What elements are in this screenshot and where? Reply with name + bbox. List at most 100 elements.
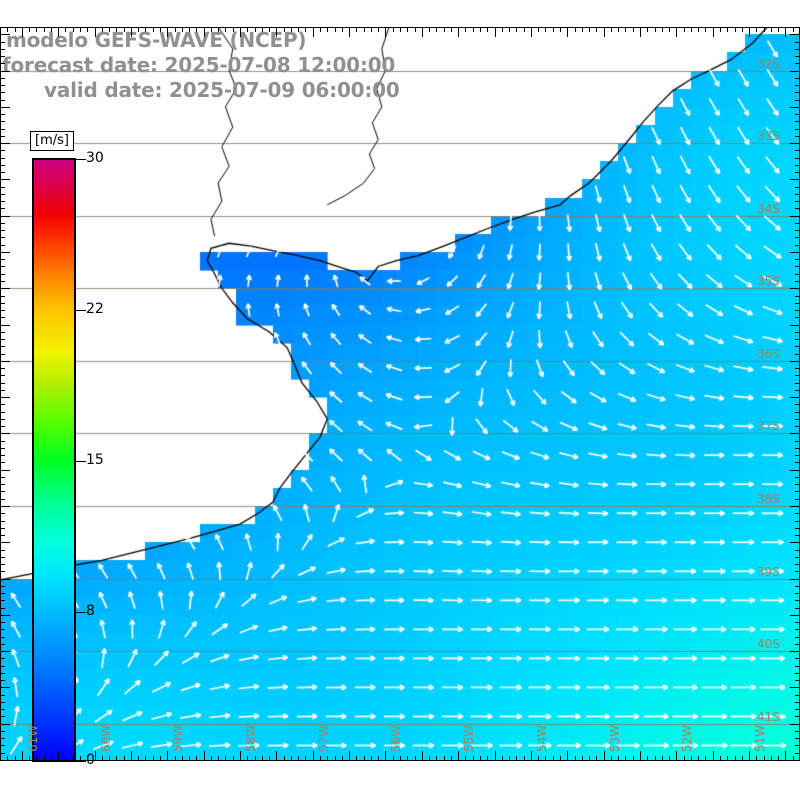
lat-tick-left <box>0 107 10 108</box>
lon-tick-top <box>495 27 496 37</box>
lat-tick-left <box>0 397 10 398</box>
lon-tick-bottom <box>36 756 37 761</box>
lat-tick-right <box>795 259 800 260</box>
lat-label-41S: 41S <box>757 709 780 724</box>
lon-tick-top <box>742 27 743 32</box>
map-plot-area <box>0 27 800 760</box>
lon-tick-bottom <box>0 756 1 761</box>
lat-tick-left <box>0 564 5 565</box>
lon-tick-bottom <box>662 756 663 761</box>
colorbar-tick-30 <box>76 159 86 160</box>
lat-tick-left <box>0 259 5 260</box>
lat-tick-right <box>795 223 800 224</box>
lat-tick-left <box>0 550 5 551</box>
lon-tick-bottom <box>131 751 132 761</box>
lat-tick-right <box>795 455 800 456</box>
lat-tick-left <box>0 78 5 79</box>
lon-tick-top <box>575 27 576 32</box>
colorbar-label-8: 8 <box>86 603 95 619</box>
lat-tick-right <box>795 332 800 333</box>
lon-tick-bottom <box>444 756 445 761</box>
lon-tick-bottom <box>785 751 786 761</box>
lon-tick-bottom <box>691 756 692 761</box>
lon-label-57W: 57W <box>316 724 331 752</box>
lon-tick-bottom <box>487 756 488 761</box>
lon-tick-top <box>538 27 539 32</box>
lat-tick-left <box>0 506 10 507</box>
lat-tick-left <box>0 375 5 376</box>
lon-tick-top <box>29 27 30 32</box>
lat-label-35S: 35S <box>757 274 780 289</box>
lon-tick-bottom <box>87 756 88 761</box>
lon-tick-top <box>524 27 525 32</box>
lon-tick-top <box>596 27 597 32</box>
lat-tick-right <box>795 121 800 122</box>
lat-tick-right <box>795 477 800 478</box>
lat-tick-left <box>0 557 5 558</box>
lat-tick-right <box>795 390 800 391</box>
lon-tick-top <box>625 27 626 32</box>
lat-tick-left <box>0 296 5 297</box>
lat-tick-left <box>0 288 10 289</box>
lat-tick-left <box>0 753 5 754</box>
lat-tick-right <box>795 230 800 231</box>
lon-tick-top <box>327 27 328 32</box>
lat-tick-left <box>0 477 5 478</box>
lon-tick-bottom <box>269 756 270 761</box>
lat-tick-left <box>0 281 5 282</box>
lon-tick-top <box>691 27 692 32</box>
lon-tick-bottom <box>793 756 794 761</box>
lat-tick-left <box>0 731 5 732</box>
lat-tick-left <box>0 310 5 311</box>
lat-tick-left <box>0 499 5 500</box>
lat-tick-left <box>0 433 10 434</box>
lon-tick-top <box>429 27 430 32</box>
lat-tick-right <box>795 158 800 159</box>
lat-tick-left <box>0 216 10 217</box>
lat-tick-right <box>795 521 800 522</box>
lat-tick-right <box>795 274 800 275</box>
wind-field-canvas <box>0 27 800 760</box>
lon-tick-bottom <box>640 751 641 761</box>
lat-tick-right <box>795 745 800 746</box>
lon-tick-top <box>640 27 641 37</box>
lon-tick-top <box>502 27 503 32</box>
colorbar-unit-label: [m/s] <box>30 131 74 151</box>
lon-tick-top <box>458 27 459 37</box>
lat-tick-right <box>790 760 800 761</box>
lat-tick-left <box>0 673 5 674</box>
lat-tick-right <box>795 695 800 696</box>
colorbar-label-22: 22 <box>86 301 104 317</box>
lat-tick-left <box>0 651 10 652</box>
lon-tick-top <box>749 27 750 37</box>
lon-tick-bottom <box>102 756 103 761</box>
lon-tick-top <box>167 27 168 37</box>
lon-tick-top <box>0 27 1 32</box>
lon-tick-bottom <box>771 756 772 761</box>
lat-tick-left <box>0 716 5 717</box>
lon-tick-top <box>465 27 466 32</box>
lat-tick-left <box>0 121 5 122</box>
lat-tick-right <box>790 433 800 434</box>
lon-tick-top <box>385 27 386 37</box>
axis-left <box>0 27 1 761</box>
lat-tick-left <box>0 390 5 391</box>
lon-tick-top <box>36 27 37 32</box>
lon-label-60W: 60W <box>98 724 113 752</box>
lat-tick-left <box>0 738 5 739</box>
lat-tick-right <box>795 753 800 754</box>
lon-tick-top <box>189 27 190 32</box>
lon-tick-bottom <box>15 756 16 761</box>
lon-tick-top <box>582 27 583 32</box>
lon-tick-bottom <box>116 756 117 761</box>
lon-tick-bottom <box>284 756 285 761</box>
lon-tick-top <box>262 27 263 32</box>
lat-tick-right <box>795 593 800 594</box>
lat-tick-right <box>795 586 800 587</box>
lat-tick-left <box>0 448 5 449</box>
lon-tick-top <box>153 27 154 32</box>
lon-tick-bottom <box>611 756 612 761</box>
lon-tick-top <box>793 27 794 32</box>
lon-tick-bottom <box>778 756 779 761</box>
